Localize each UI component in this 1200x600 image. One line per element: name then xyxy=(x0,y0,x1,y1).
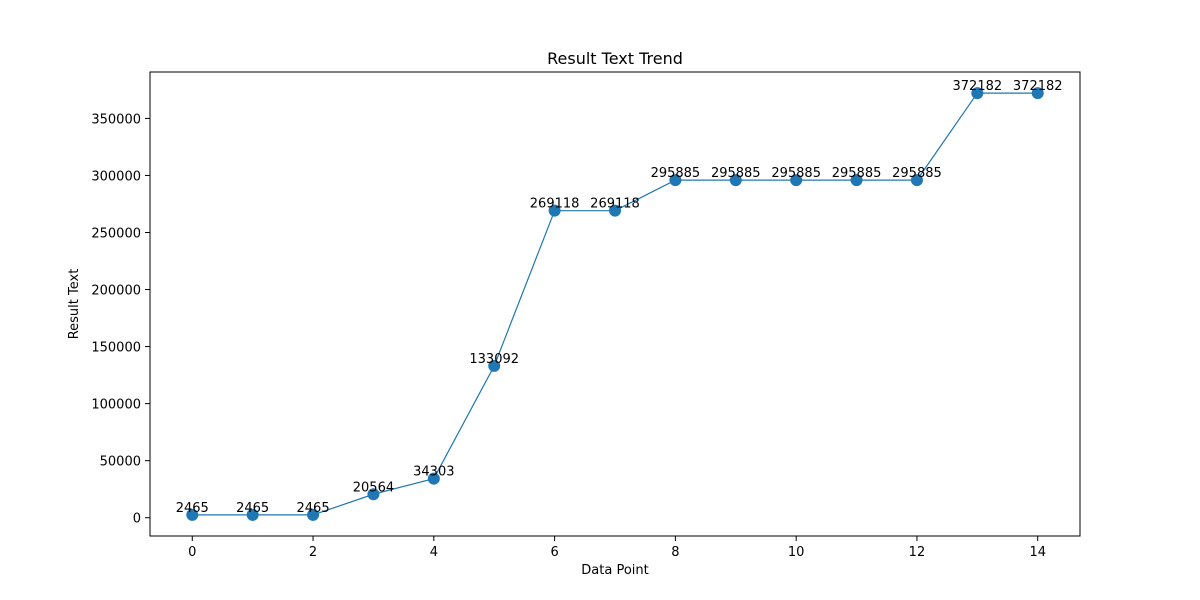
x-tick-label: 2 xyxy=(309,545,317,560)
data-point xyxy=(548,204,561,217)
x-axis-label: Data Point xyxy=(581,563,648,578)
data-point xyxy=(669,174,682,187)
y-tick-label: 300000 xyxy=(91,169,141,184)
plot-frame xyxy=(149,71,1081,537)
y-tick-label: 100000 xyxy=(91,398,141,413)
data-point xyxy=(790,174,803,187)
data-point xyxy=(729,174,742,187)
y-tick-label: 200000 xyxy=(91,284,141,299)
data-label: 295885 xyxy=(892,166,942,181)
x-tick-label: 4 xyxy=(430,545,438,560)
data-label: 133092 xyxy=(469,352,519,367)
data-point xyxy=(1031,87,1044,100)
y-tick-label: 350000 xyxy=(91,112,141,127)
x-tick-label: 10 xyxy=(788,545,805,560)
data-point xyxy=(850,174,863,187)
data-point xyxy=(186,508,199,521)
data-label: 20564 xyxy=(353,480,394,495)
data-label: 2465 xyxy=(236,501,269,516)
data-point xyxy=(427,472,440,485)
data-point xyxy=(367,488,380,501)
data-label: 295885 xyxy=(711,166,761,181)
data-label: 295885 xyxy=(832,166,882,181)
data-label: 2465 xyxy=(297,501,330,516)
y-tick-label: 250000 xyxy=(91,226,141,241)
x-tick-label: 0 xyxy=(188,545,196,560)
data-label: 372182 xyxy=(953,79,1003,94)
data-point xyxy=(307,508,320,521)
y-axis-label: Result Text xyxy=(67,269,82,340)
y-tick-label: 50000 xyxy=(100,455,141,470)
data-label: 372182 xyxy=(1013,79,1063,94)
data-label: 34303 xyxy=(413,465,454,480)
chart-title: Result Text Trend xyxy=(547,49,683,68)
data-point xyxy=(971,87,984,100)
data-label: 2465 xyxy=(176,501,209,516)
data-point xyxy=(246,508,259,521)
data-label: 295885 xyxy=(771,166,821,181)
x-tick-label: 6 xyxy=(550,545,558,560)
y-tick-label: 0 xyxy=(133,512,141,527)
data-label: 269118 xyxy=(590,197,640,212)
data-point xyxy=(910,174,923,187)
y-tick-label: 150000 xyxy=(91,341,141,356)
x-tick-label: 8 xyxy=(671,545,679,560)
data-point xyxy=(609,204,621,217)
x-tick-label: 14 xyxy=(1029,545,1046,560)
data-point xyxy=(488,359,501,372)
data-label: 295885 xyxy=(651,166,701,181)
x-tick-label: 12 xyxy=(909,545,926,560)
data-label: 269118 xyxy=(530,197,580,212)
